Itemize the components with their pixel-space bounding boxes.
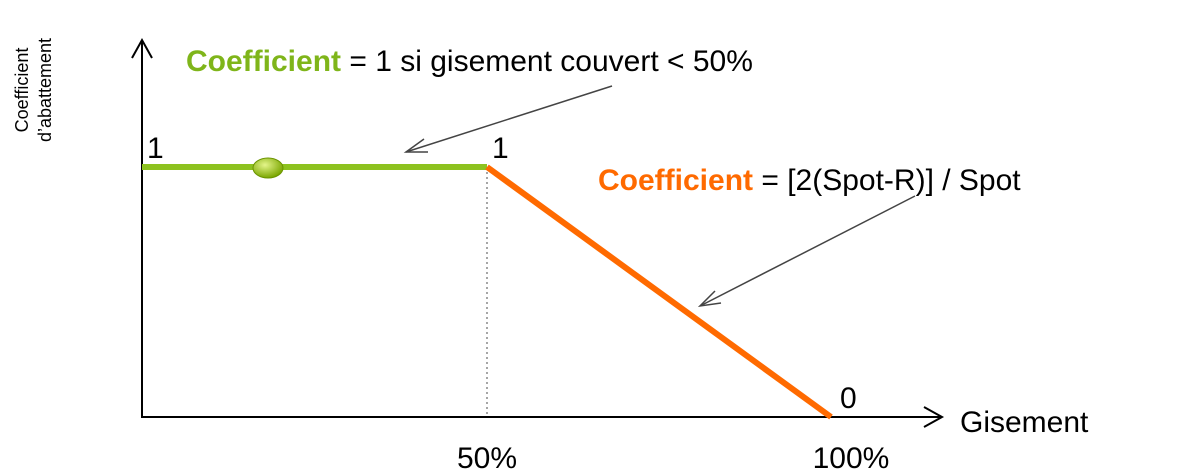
y-label-line: Coefficient: [12, 48, 32, 133]
x-tick-label: 50%: [457, 442, 517, 475]
point-label: 1: [147, 132, 164, 165]
annotation-keyword: Coefficient: [598, 164, 753, 197]
point-label: 0: [840, 382, 857, 415]
y-axis-arrow: [131, 37, 153, 59]
pointer-head: [403, 138, 428, 153]
pointer: [405, 85, 613, 153]
y-label-line: d’abattement: [35, 38, 55, 142]
annotation-text: = 1 si gisement couvert < 50%: [341, 45, 753, 78]
annotation: Coefficient = [2(Spot-R)] / Spot: [598, 164, 1021, 197]
annotation-text: = [2(Spot-R)] / Spot: [753, 164, 1021, 197]
x-axis-label: Gisement: [960, 406, 1089, 439]
marker: [252, 157, 284, 179]
pointer: [699, 195, 916, 307]
annotation-keyword: Coefficient: [186, 45, 341, 78]
pointers: [403, 85, 916, 308]
orange-segment: [485, 164, 833, 420]
x-axis-arrow: [923, 406, 945, 428]
pointer-head: [697, 290, 722, 308]
x-tick-label: 100%: [813, 442, 890, 475]
y-axis-label: Coefficient d’abattement: [12, 38, 55, 142]
point-label: 1: [492, 132, 509, 165]
annotation: Coefficient = 1 si gisement couvert < 50…: [186, 45, 753, 78]
